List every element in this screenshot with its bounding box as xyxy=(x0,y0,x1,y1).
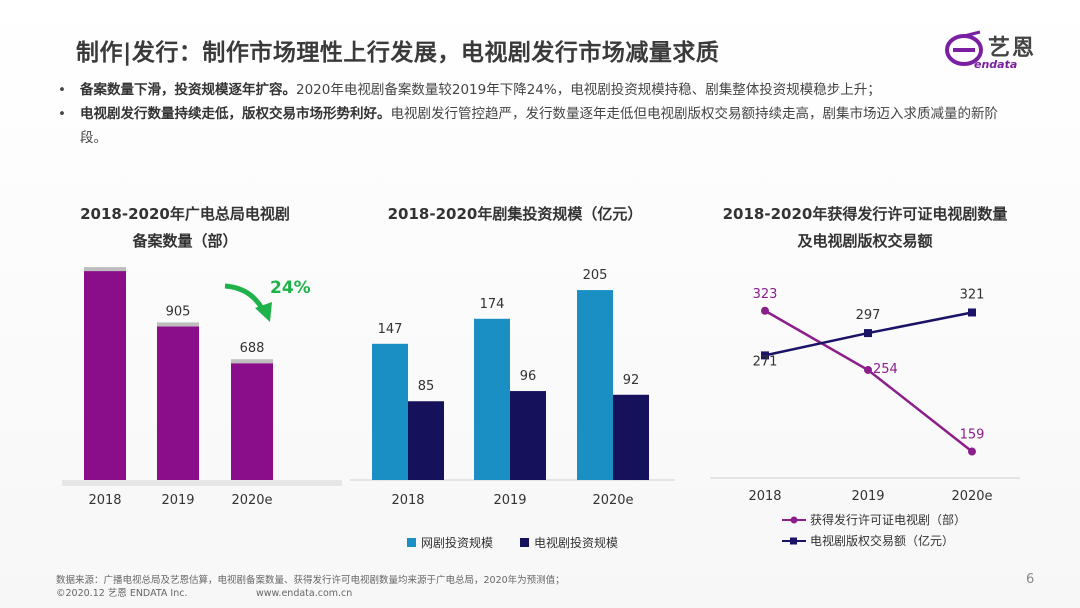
bullet-text: 2020年电视剧备案数量较2019年下降24%，电视剧投资规模持稳、剧集整体投资… xyxy=(296,82,881,98)
chart1-bar xyxy=(231,363,273,480)
page-number: 6 xyxy=(1026,572,1035,587)
chart1-title-line1: 2018-2020年广电总局电视剧 xyxy=(80,205,290,223)
chart3-legend-label: 电视剧版权交易额（亿元） xyxy=(810,533,954,548)
chart3-point xyxy=(968,447,976,456)
chart2-bar xyxy=(408,401,444,480)
bullet-dot-icon: • xyxy=(58,82,66,98)
logo-mark-icon xyxy=(945,30,983,66)
chart1-bar xyxy=(84,271,126,480)
endata-logo: 艺恩 endata xyxy=(944,28,1054,74)
chart1-decline-arrowhead xyxy=(255,302,272,322)
chart1-data-label: 688 xyxy=(240,341,265,356)
chart1-bar-cap xyxy=(84,267,126,272)
bullet-highlight: 备案数量下滑，投资规模逐年扩容。 xyxy=(80,82,296,98)
chart2-data-label: 96 xyxy=(520,369,537,384)
chart1-tick-label: 2018 xyxy=(88,493,121,508)
bullet-text: 电视剧发行管控趋严，发行数量逐年走低但电视剧版权交易额持续走高，剧集市场迈入求质… xyxy=(80,106,998,146)
chart2-tick-label: 2018 xyxy=(391,493,424,508)
chart3-data-label: 159 xyxy=(960,428,985,443)
chart3-tick-label: 2018 xyxy=(748,489,781,504)
chart2-legend-swatch xyxy=(407,538,416,547)
chart1-data-label: 905 xyxy=(166,304,191,319)
chart3-legend-marker xyxy=(790,516,798,524)
chart1-bar xyxy=(157,326,199,480)
chart2-bar xyxy=(474,318,510,480)
chart3-title: 2018-2020年获得发行许可证电视剧数量 及电视剧版权交易额 xyxy=(690,201,1040,255)
chart3-point xyxy=(968,308,976,317)
chart2-data-label: 147 xyxy=(378,322,403,337)
chart3-point xyxy=(864,365,872,374)
summary-bullets: • 备案数量下滑，投资规模逐年扩容。2020年电视剧备案数量较2019年下降24… xyxy=(58,78,1018,150)
chart1-bar-cap xyxy=(231,359,273,364)
page-title: 制作|发行：制作市场理性上行发展，电视剧发行市场减量求质 xyxy=(76,40,720,66)
chart2-legend-swatch xyxy=(520,538,529,547)
chart2-title: 2018-2020年剧集投资规模（亿元） xyxy=(387,205,643,223)
chart2-legend-label: 网剧投资规模 xyxy=(421,535,493,550)
footer-copyright: ©2020.12 艺恩 ENDATA Inc. xyxy=(56,588,188,599)
chart2-bar xyxy=(613,394,649,480)
chart1-title: 2018-2020年广电总局电视剧 备案数量（部） xyxy=(40,201,330,255)
chart2-data-label: 92 xyxy=(623,373,640,388)
footer-source: 数据来源：广播电视总局及艺恩估算，电视剧备案数量、获得发行许可电视剧数量均来源于… xyxy=(56,575,565,586)
chart3-data-label: 254 xyxy=(873,362,898,377)
chart2-tick-label: 2020e xyxy=(592,493,633,508)
chart2-svg: 147 174 205 85 96 92 2018 2019 2020e 网剧投资规模 电视剧投资规… xyxy=(350,268,675,550)
chart3-tick-label: 2020e xyxy=(951,489,992,504)
logo-subtext: endata xyxy=(974,58,1018,71)
chart3-point xyxy=(761,306,769,315)
chart2-data-label: 174 xyxy=(480,297,505,312)
chart3-point xyxy=(761,351,769,360)
chart1-bar-cap xyxy=(157,322,199,327)
chart3-title-line1: 2018-2020年获得发行许可证电视剧数量 xyxy=(722,205,1008,223)
footer: 数据来源：广播电视总局及艺恩估算，电视剧备案数量、获得发行许可电视剧数量均来源于… xyxy=(56,574,565,600)
chart3-data-label: 323 xyxy=(753,287,778,302)
chart3-svg: 323 254 159 271 297 321 2018 2019 2020e 获得发行许可证电视… xyxy=(710,287,1020,548)
chart3-data-label: 321 xyxy=(960,287,985,302)
chart3-tick-label: 2019 xyxy=(851,489,884,504)
bullet-item: • 电视剧发行数量持续走低，版权交易市场形势利好。电视剧发行管控趋严，发行数量逐… xyxy=(58,102,1018,150)
chart3-legend-marker xyxy=(790,537,797,545)
chart2-data-label: 205 xyxy=(583,268,608,283)
chart1-decline-annotation: 24% xyxy=(270,278,311,298)
chart1-tick-label: 2020e xyxy=(231,493,272,508)
chart3-data-label: 297 xyxy=(856,308,881,323)
footer-url: www.endata.com.cn xyxy=(256,588,353,599)
chart2-tick-label: 2019 xyxy=(493,493,526,508)
chart2-data-label: 85 xyxy=(418,379,435,394)
chart3-legend-label: 获得发行许可证电视剧（部） xyxy=(810,512,966,527)
chart1-baseline xyxy=(62,480,342,486)
bullet-dot-icon: • xyxy=(58,106,66,122)
chart2-bar xyxy=(372,343,408,480)
bullet-highlight: 电视剧发行数量持续走低，版权交易市场形势利好。 xyxy=(80,106,391,122)
chart2-bar xyxy=(510,391,546,480)
chart1-svg: 1231 2018 905 2019 688 2020e 24% xyxy=(62,262,342,508)
chart1-title-line2: 备案数量（部） xyxy=(132,232,238,250)
chart3-title-line2: 及电视剧版权交易额 xyxy=(797,232,933,250)
chart2-legend-label: 电视剧投资规模 xyxy=(534,535,618,550)
chart1-data-label: 1231 xyxy=(88,262,121,264)
chart2-bar xyxy=(577,290,613,480)
chart1-tick-label: 2019 xyxy=(161,493,194,508)
logo-text: 艺恩 xyxy=(988,36,1037,61)
chart3-point xyxy=(864,329,872,338)
bullet-item: • 备案数量下滑，投资规模逐年扩容。2020年电视剧备案数量较2019年下降24… xyxy=(58,78,1018,102)
chart3-data-label: 271 xyxy=(753,354,778,369)
